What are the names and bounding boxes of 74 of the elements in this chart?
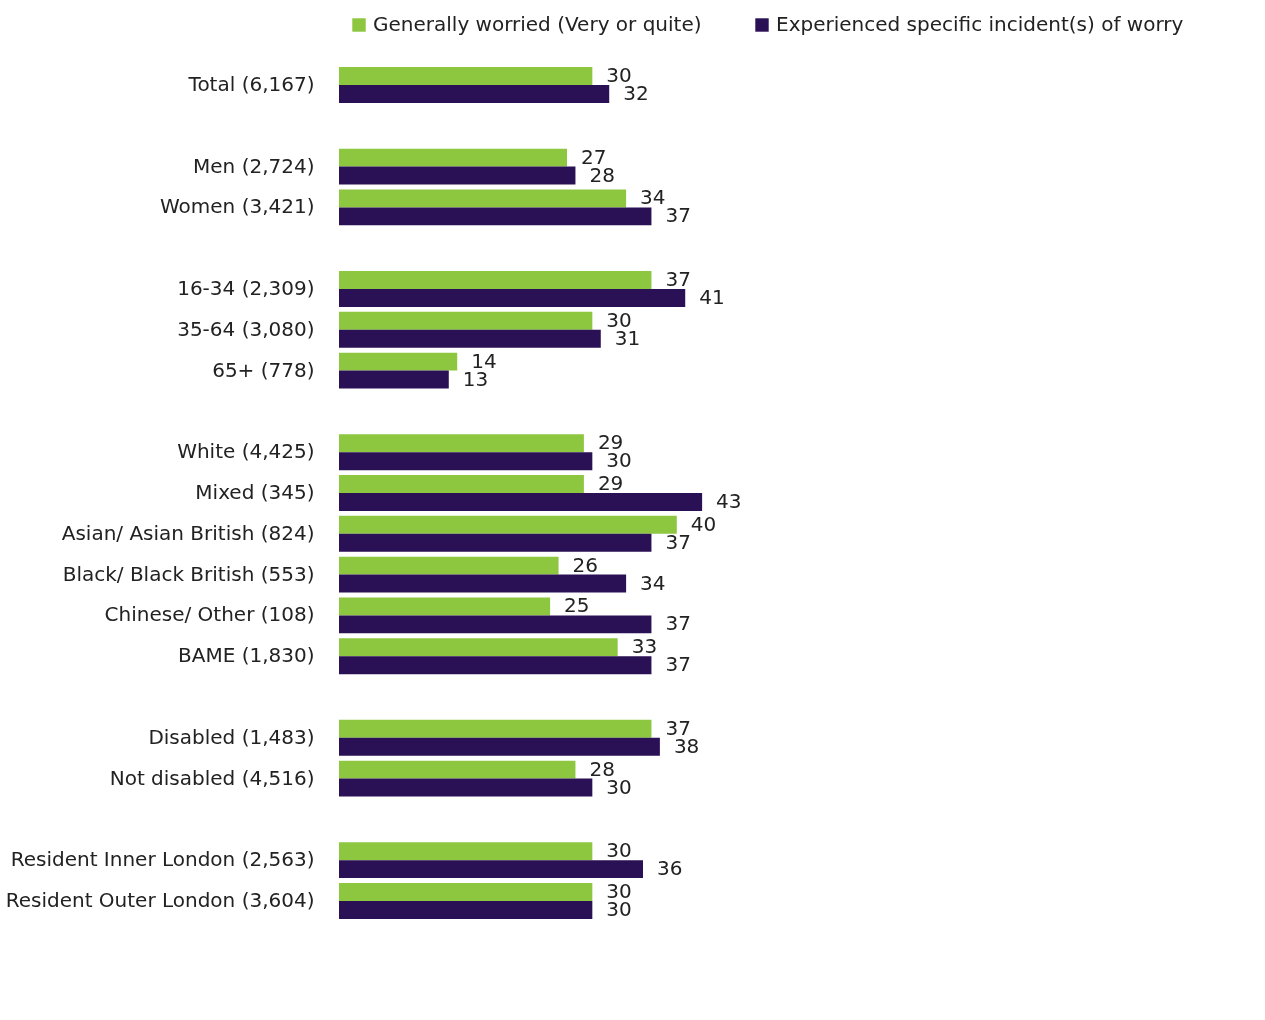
- bar: [339, 352, 458, 371]
- data-label: 30: [606, 448, 632, 473]
- bar: [339, 493, 703, 511]
- y-tick-label: Mixed (345): [195, 480, 315, 504]
- y-tick-label: 35-64 (3,080): [177, 316, 315, 341]
- y-tick-label: Not disabled (4,516): [109, 765, 315, 790]
- bar: [339, 860, 643, 879]
- bar: [339, 515, 677, 534]
- bar: [339, 656, 652, 675]
- data-label: 37: [665, 267, 691, 292]
- bar: [339, 883, 593, 901]
- bar: [339, 85, 610, 103]
- data-label: 27: [581, 144, 607, 169]
- data-label: 34: [640, 185, 666, 210]
- bar: [339, 434, 584, 453]
- bar: [339, 311, 593, 330]
- bar: [339, 452, 593, 471]
- bar: [339, 615, 652, 634]
- y-tick-label: White (4,425): [177, 439, 315, 464]
- bar: [339, 166, 576, 185]
- data-label: 43: [716, 488, 742, 513]
- data-label: 30: [606, 307, 632, 332]
- bar: [339, 638, 618, 657]
- y-tick-label: Women (3,421): [159, 194, 315, 219]
- bar: [339, 778, 593, 797]
- bar: [339, 533, 652, 552]
- bar: [339, 329, 601, 348]
- y-tick-label: Men (2,724): [193, 153, 315, 178]
- data-label: 14: [471, 348, 497, 373]
- data-label: 30: [606, 878, 632, 903]
- data-label: 25: [564, 593, 590, 618]
- y-tick-label: Resident Inner London (2,563): [10, 847, 315, 872]
- bar: [339, 271, 652, 290]
- data-label: 37: [665, 715, 691, 740]
- data-label: 37: [665, 652, 691, 677]
- data-label: 37: [665, 203, 691, 228]
- y-tick-label: 65+ (778): [212, 357, 315, 382]
- y-tick-label: 16-34 (2,309): [177, 276, 315, 301]
- bar: [339, 574, 627, 593]
- bar: [339, 189, 627, 208]
- data-label: 28: [589, 756, 615, 781]
- bar: [339, 370, 449, 389]
- y-tick-label: Black/ Black British (553): [62, 561, 315, 586]
- bar: [339, 597, 551, 616]
- data-label: 34: [640, 570, 666, 595]
- data-label: 32: [623, 81, 649, 106]
- data-label: 37: [665, 611, 691, 636]
- data-label: 36: [657, 856, 683, 881]
- data-label: 41: [699, 284, 725, 309]
- data-label: 26: [572, 552, 599, 577]
- bar: [339, 148, 567, 167]
- y-tick-label: Disabled (1,483): [148, 724, 315, 749]
- bar: [339, 475, 584, 493]
- bar: [339, 207, 652, 226]
- y-tick-label: Asian/ Asian British (824): [61, 520, 315, 545]
- y-tick-label: Total (6,167): [187, 72, 315, 97]
- legend-label: Generally worried (Very or quite): [373, 12, 702, 36]
- bar: [339, 556, 559, 575]
- bar: [339, 719, 652, 738]
- bar: [339, 737, 660, 756]
- data-label: 40: [690, 511, 717, 536]
- bar: [339, 842, 593, 861]
- y-tick-label: BAME (1,830): [177, 643, 315, 668]
- bar: [339, 760, 576, 779]
- legend-label: Experienced specific incident(s) of worry: [776, 12, 1184, 36]
- data-label: 37: [665, 529, 691, 554]
- data-label: 33: [631, 634, 658, 659]
- y-tick-label: Chinese/ Other (108): [104, 602, 315, 627]
- y-tick-label: Resident Outer London (3,604): [5, 887, 315, 912]
- data-label: 29: [597, 471, 624, 496]
- bar: [339, 900, 593, 919]
- bar: [339, 67, 593, 86]
- bar: [339, 289, 686, 307]
- data-label: 30: [606, 838, 632, 863]
